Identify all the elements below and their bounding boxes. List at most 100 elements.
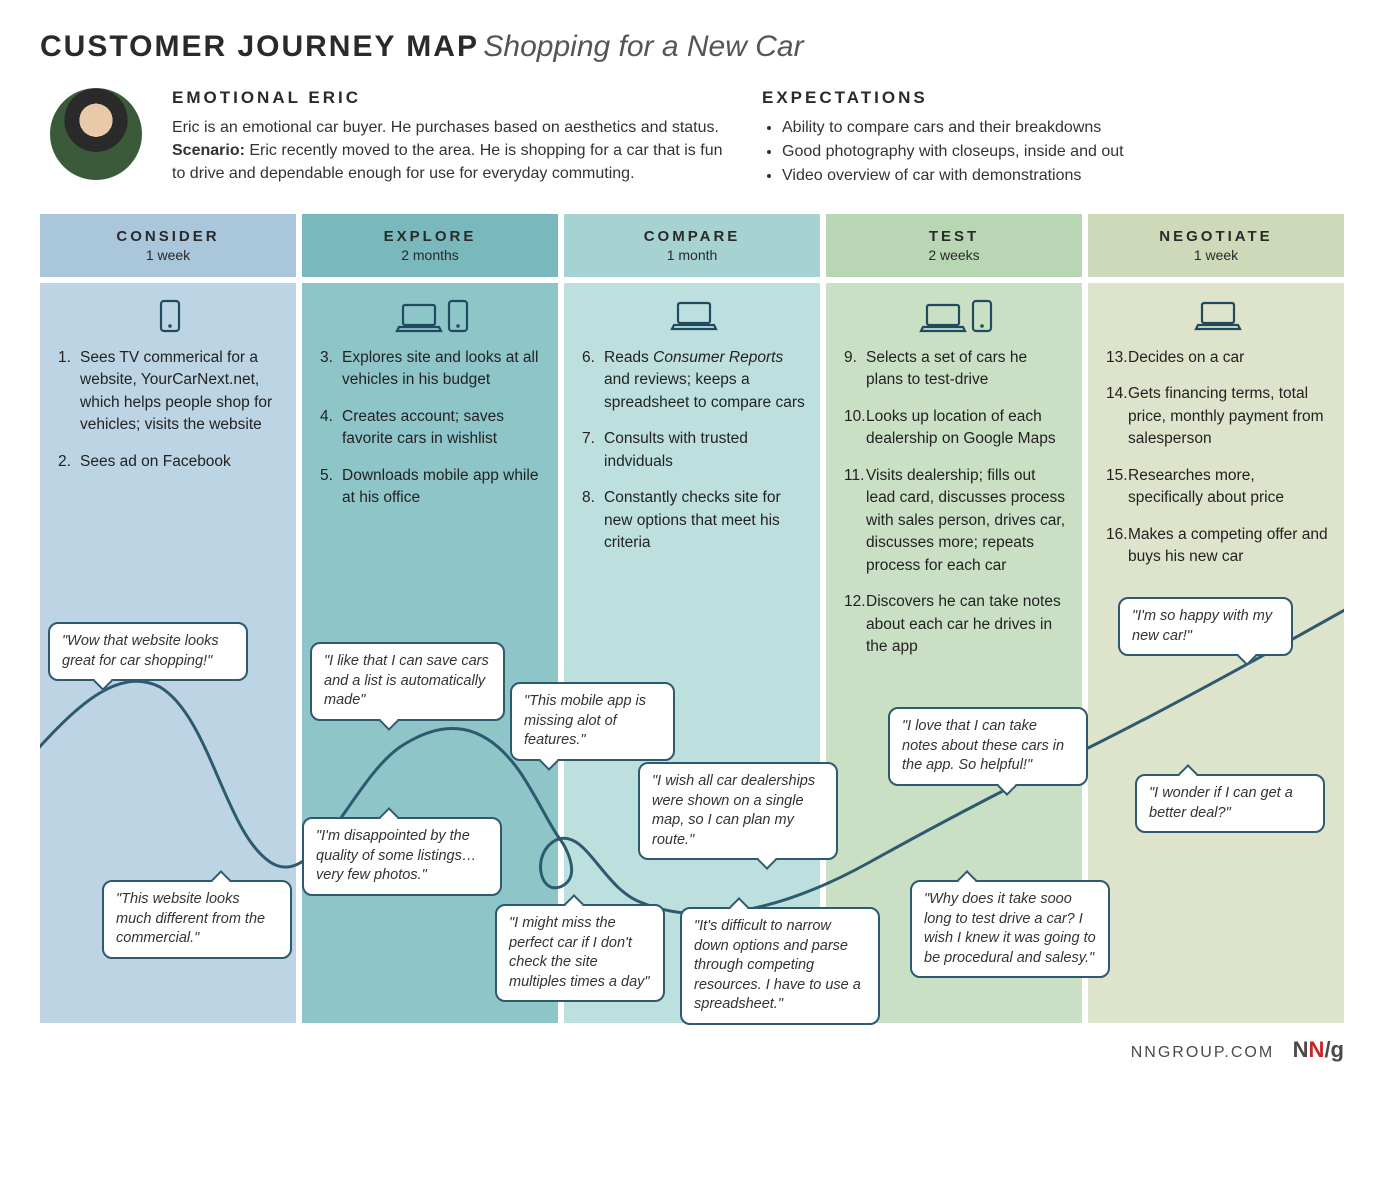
step-number: 12. [844,591,866,658]
stage-icons [844,299,1068,333]
step-text: Researches more, specifically about pric… [1128,465,1330,510]
step-text: Visits dealership; fills out lead card, … [866,465,1068,577]
phone-icon [447,299,469,333]
step-number: 1. [58,347,80,437]
step-number: 8. [582,487,604,554]
stage-test: TEST2 weeks 9.Selects a set of cars he pl… [826,214,1082,1023]
stage-header: CONSIDER 1 week [40,214,296,277]
stage-duration: 1 month [572,247,812,263]
stage-steps: 1.Sees TV commerical for a website, Your… [58,347,282,473]
stage-header: COMPARE 1 month [564,214,820,277]
persona-heading: EMOTIONAL ERIC [172,88,732,108]
step-item: 10.Looks up location of each dealership … [844,406,1068,451]
stage-name: NEGOTIATE [1096,228,1336,245]
stage-name: CONSIDER [48,228,288,245]
step-item: 6.Reads Consumer Reports and reviews; ke… [582,347,806,414]
stage-compare: COMPARE 1 month 6.Reads Consumer Reports a… [564,214,820,1023]
step-text: Sees TV commerical for a website, YourCa… [80,347,282,437]
step-item: 9.Selects a set of cars he plans to test… [844,347,1068,392]
stage-consider: CONSIDER 1 week 1.Sees TV commerical for a… [40,214,296,1023]
scenario-label: Scenario: [172,142,245,159]
laptop-icon [395,301,443,333]
step-item: 16.Makes a competing offer and buys his … [1106,524,1330,569]
step-number: 9. [844,347,866,392]
expectation-item: Video overview of car with demonstration… [782,164,1344,188]
step-item: 3.Explores site and looks at all vehicle… [320,347,544,392]
laptop-icon [1194,299,1242,331]
step-text: Explores site and looks at all vehicles … [342,347,544,392]
stage-duration: 2 months [310,247,550,263]
expectations-list: Ability to compare cars and their breakd… [762,116,1344,188]
title: CUSTOMER JOURNEY MAP Shopping for a New … [40,30,1344,64]
step-text: Discovers he can take notes about each c… [866,591,1068,658]
persona-intro: Eric is an emotional car buyer. He purch… [172,116,732,139]
stage-icons [582,299,806,333]
stage-icons [320,299,544,333]
stage-header: TEST2 weeks [826,214,1082,277]
expectation-item: Ability to compare cars and their breakd… [782,116,1344,140]
step-text: Sees ad on Facebook [80,451,282,473]
logo-n1: N [1293,1037,1309,1062]
step-item: 14.Gets financing terms, total price, mo… [1106,383,1330,450]
step-text: Creates account; saves favorite cars in … [342,406,544,451]
step-item: 8.Constantly checks site for new options… [582,487,806,554]
step-text: Looks up location of each dealership on … [866,406,1068,451]
stage-steps: 6.Reads Consumer Reports and reviews; ke… [582,347,806,555]
title-bold: CUSTOMER JOURNEY MAP [40,30,479,63]
step-item: 5.Downloads mobile app while at his offi… [320,465,544,510]
stage-body: 9.Selects a set of cars he plans to test… [826,283,1082,1023]
stage-body: 1.Sees TV commerical for a website, Your… [40,283,296,1023]
expectations-heading: EXPECTATIONS [762,88,1344,108]
expectation-item: Good photography with closeups, inside a… [782,140,1344,164]
persona-scenario: Scenario: Eric recently moved to the are… [172,139,732,185]
step-number: 14. [1106,383,1128,450]
stage-negotiate: NEGOTIATE1 week 13.Decides on a car 14.Get… [1088,214,1344,1023]
step-item: 2.Sees ad on Facebook [58,451,282,473]
avatar [50,88,142,180]
step-text: Makes a competing offer and buys his new… [1128,524,1330,569]
footer: NNGROUP.COM NN/g [40,1037,1344,1063]
expectations: EXPECTATIONS Ability to compare cars and… [762,88,1344,188]
persona-row: EMOTIONAL ERIC Eric is an emotional car … [50,88,1344,188]
step-text: Gets financing terms, total price, month… [1128,383,1330,450]
step-item: 13.Decides on a car [1106,347,1330,369]
laptop-icon [670,299,718,331]
stage-duration: 2 weeks [834,247,1074,263]
stage-explore: EXPLORE2 months 3.Explores site and looks… [302,214,558,1023]
stage-body: 6.Reads Consumer Reports and reviews; ke… [564,283,820,1023]
step-text: Consults with trusted indviduals [604,428,806,473]
logo-g: /g [1324,1037,1344,1062]
phone-icon [971,299,993,333]
stage-header: NEGOTIATE1 week [1088,214,1344,277]
stage-icons [1106,299,1330,333]
step-item: 7.Consults with trusted indviduals [582,428,806,473]
stage-duration: 1 week [48,247,288,263]
step-number: 10. [844,406,866,451]
step-number: 2. [58,451,80,473]
stage-name: COMPARE [572,228,812,245]
step-text: Downloads mobile app while at his office [342,465,544,510]
footer-site: NNGROUP.COM [1131,1044,1275,1061]
step-text: Selects a set of cars he plans to test-d… [866,347,1068,392]
step-item: 4.Creates account; saves favorite cars i… [320,406,544,451]
stage-body: 13.Decides on a car 14.Gets financing ter… [1088,283,1344,1023]
step-text: Decides on a car [1128,347,1330,369]
step-item: 15.Researches more, specifically about p… [1106,465,1330,510]
step-item: 1.Sees TV commerical for a website, Your… [58,347,282,437]
step-text: Constantly checks site for new options t… [604,487,806,554]
step-item: 12.Discovers he can take notes about eac… [844,591,1068,658]
step-number: 7. [582,428,604,473]
step-number: 16. [1106,524,1128,569]
logo-n2: N [1309,1037,1325,1062]
stage-steps: 9.Selects a set of cars he plans to test… [844,347,1068,659]
footer-logo: NN/g [1293,1037,1344,1062]
stage-header: EXPLORE2 months [302,214,558,277]
stage-steps: 13.Decides on a car 14.Gets financing ter… [1106,347,1330,569]
laptop-icon [919,301,967,333]
step-number: 5. [320,465,342,510]
step-number: 15. [1106,465,1128,510]
persona-block: EMOTIONAL ERIC Eric is an emotional car … [172,88,732,186]
stages: CONSIDER 1 week 1.Sees TV commerical for a… [40,214,1344,1023]
step-text: Reads Consumer Reports and reviews; keep… [604,347,806,414]
step-number: 4. [320,406,342,451]
